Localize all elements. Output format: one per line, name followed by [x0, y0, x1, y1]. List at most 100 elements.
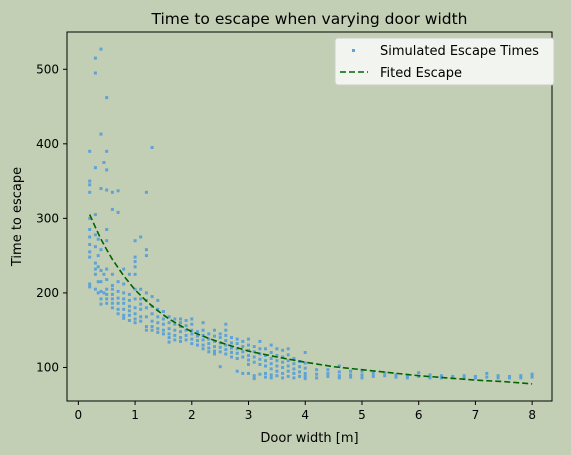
scatter-point: [496, 374, 500, 378]
scatter-point: [99, 47, 103, 51]
scatter-point: [93, 213, 97, 217]
scatter-point: [139, 287, 143, 291]
scatter-point: [133, 239, 137, 243]
scatter-point: [315, 368, 319, 372]
scatter-point: [161, 332, 165, 336]
scatter-point: [150, 295, 154, 299]
scatter-point: [110, 297, 114, 301]
scatter-point: [218, 350, 222, 354]
scatter-point: [224, 322, 228, 326]
scatter-point: [247, 371, 250, 375]
scatter-point: [201, 328, 205, 332]
scatter-point: [252, 350, 256, 354]
scatter-point: [167, 327, 171, 331]
scatter-point: [224, 339, 228, 343]
scatter-point: [139, 315, 143, 319]
scatter-point: [93, 245, 97, 249]
scatter-point: [298, 365, 302, 369]
scatter-point: [252, 345, 256, 349]
legend-box: [334, 37, 555, 86]
scatter-point: [405, 376, 409, 380]
scatter-point: [269, 367, 273, 371]
scatter-point: [303, 371, 307, 375]
scatter-point: [286, 374, 290, 378]
scatter-point: [275, 369, 279, 373]
scatter-point: [122, 291, 126, 295]
scatter-point: [161, 322, 165, 326]
scatter-point: [150, 325, 154, 328]
scatter-point: [93, 267, 97, 271]
scatter-point: [144, 306, 148, 310]
legend-marker-scatter: [352, 49, 355, 52]
scatter-point: [213, 339, 216, 343]
scatter-point: [184, 319, 188, 322]
scatter-point: [105, 287, 109, 291]
scatter-point: [179, 336, 182, 340]
scatter-point: [286, 369, 290, 373]
scatter-point: [127, 309, 131, 313]
scatter-point: [224, 348, 228, 352]
scatter-point: [258, 357, 262, 361]
scatter-point: [88, 190, 92, 194]
scatter-point: [133, 321, 137, 325]
scatter-point: [201, 338, 205, 342]
scatter-point: [360, 369, 364, 373]
scatter-point: [88, 149, 92, 153]
scatter-point: [269, 357, 273, 360]
scatter-point: [110, 284, 114, 287]
scatter-point: [247, 358, 250, 362]
scatter-point: [93, 233, 97, 237]
scatter-point: [122, 301, 126, 305]
scatter-point: [269, 362, 273, 366]
scatter-point: [144, 315, 148, 319]
scatter-point: [230, 355, 233, 359]
scatter-point: [105, 297, 109, 301]
scatter-point: [96, 237, 100, 241]
scatter-point: [326, 371, 330, 375]
scatter-point: [196, 334, 199, 338]
scatter-point: [213, 352, 216, 356]
scatter-point: [292, 367, 296, 371]
scatter-point: [88, 235, 92, 239]
scatter-point: [161, 328, 165, 332]
scatter-point: [139, 319, 143, 323]
scatter-point: [298, 370, 302, 374]
scatter-point: [173, 328, 177, 332]
scatter-point: [258, 372, 262, 376]
scatter-point: [530, 372, 534, 376]
scatter-point: [269, 351, 273, 354]
scatter-point: [110, 301, 114, 305]
scatter-point: [150, 312, 154, 316]
scatter-point: [247, 337, 250, 341]
scatter-point: [315, 372, 319, 376]
plot-frame: [66, 31, 553, 402]
scatter-point: [428, 373, 432, 377]
scatter-point: [122, 297, 126, 301]
scatter-point: [127, 298, 131, 302]
scatter-point: [150, 328, 154, 332]
scatter-point: [122, 282, 126, 286]
scatter-point: [360, 376, 364, 380]
scatter-point: [156, 298, 160, 302]
scatter-point: [275, 374, 279, 378]
scatter-point: [144, 325, 148, 328]
scatter-point: [241, 339, 245, 343]
chart-title: Time to escape when varying door width: [150, 10, 467, 28]
scatter-point: [167, 321, 171, 325]
scatter-point: [371, 371, 375, 375]
scatter-point: [133, 260, 137, 264]
scatter-point: [96, 291, 100, 295]
legend-label-scatter: Simulated Escape Times: [380, 44, 539, 59]
scatter-point: [150, 319, 154, 323]
scatter-point: [116, 280, 120, 284]
scatter-point: [190, 328, 194, 332]
scatter-point: [530, 375, 534, 379]
scatter-point: [207, 346, 211, 350]
scatter-point: [281, 371, 285, 375]
scatter-point: [292, 362, 296, 366]
scatter-point: [337, 370, 341, 374]
x-tick-label: 5: [358, 408, 366, 422]
scatter-point: [303, 361, 307, 365]
scatter-point: [93, 272, 97, 276]
scatter-point: [105, 239, 109, 243]
